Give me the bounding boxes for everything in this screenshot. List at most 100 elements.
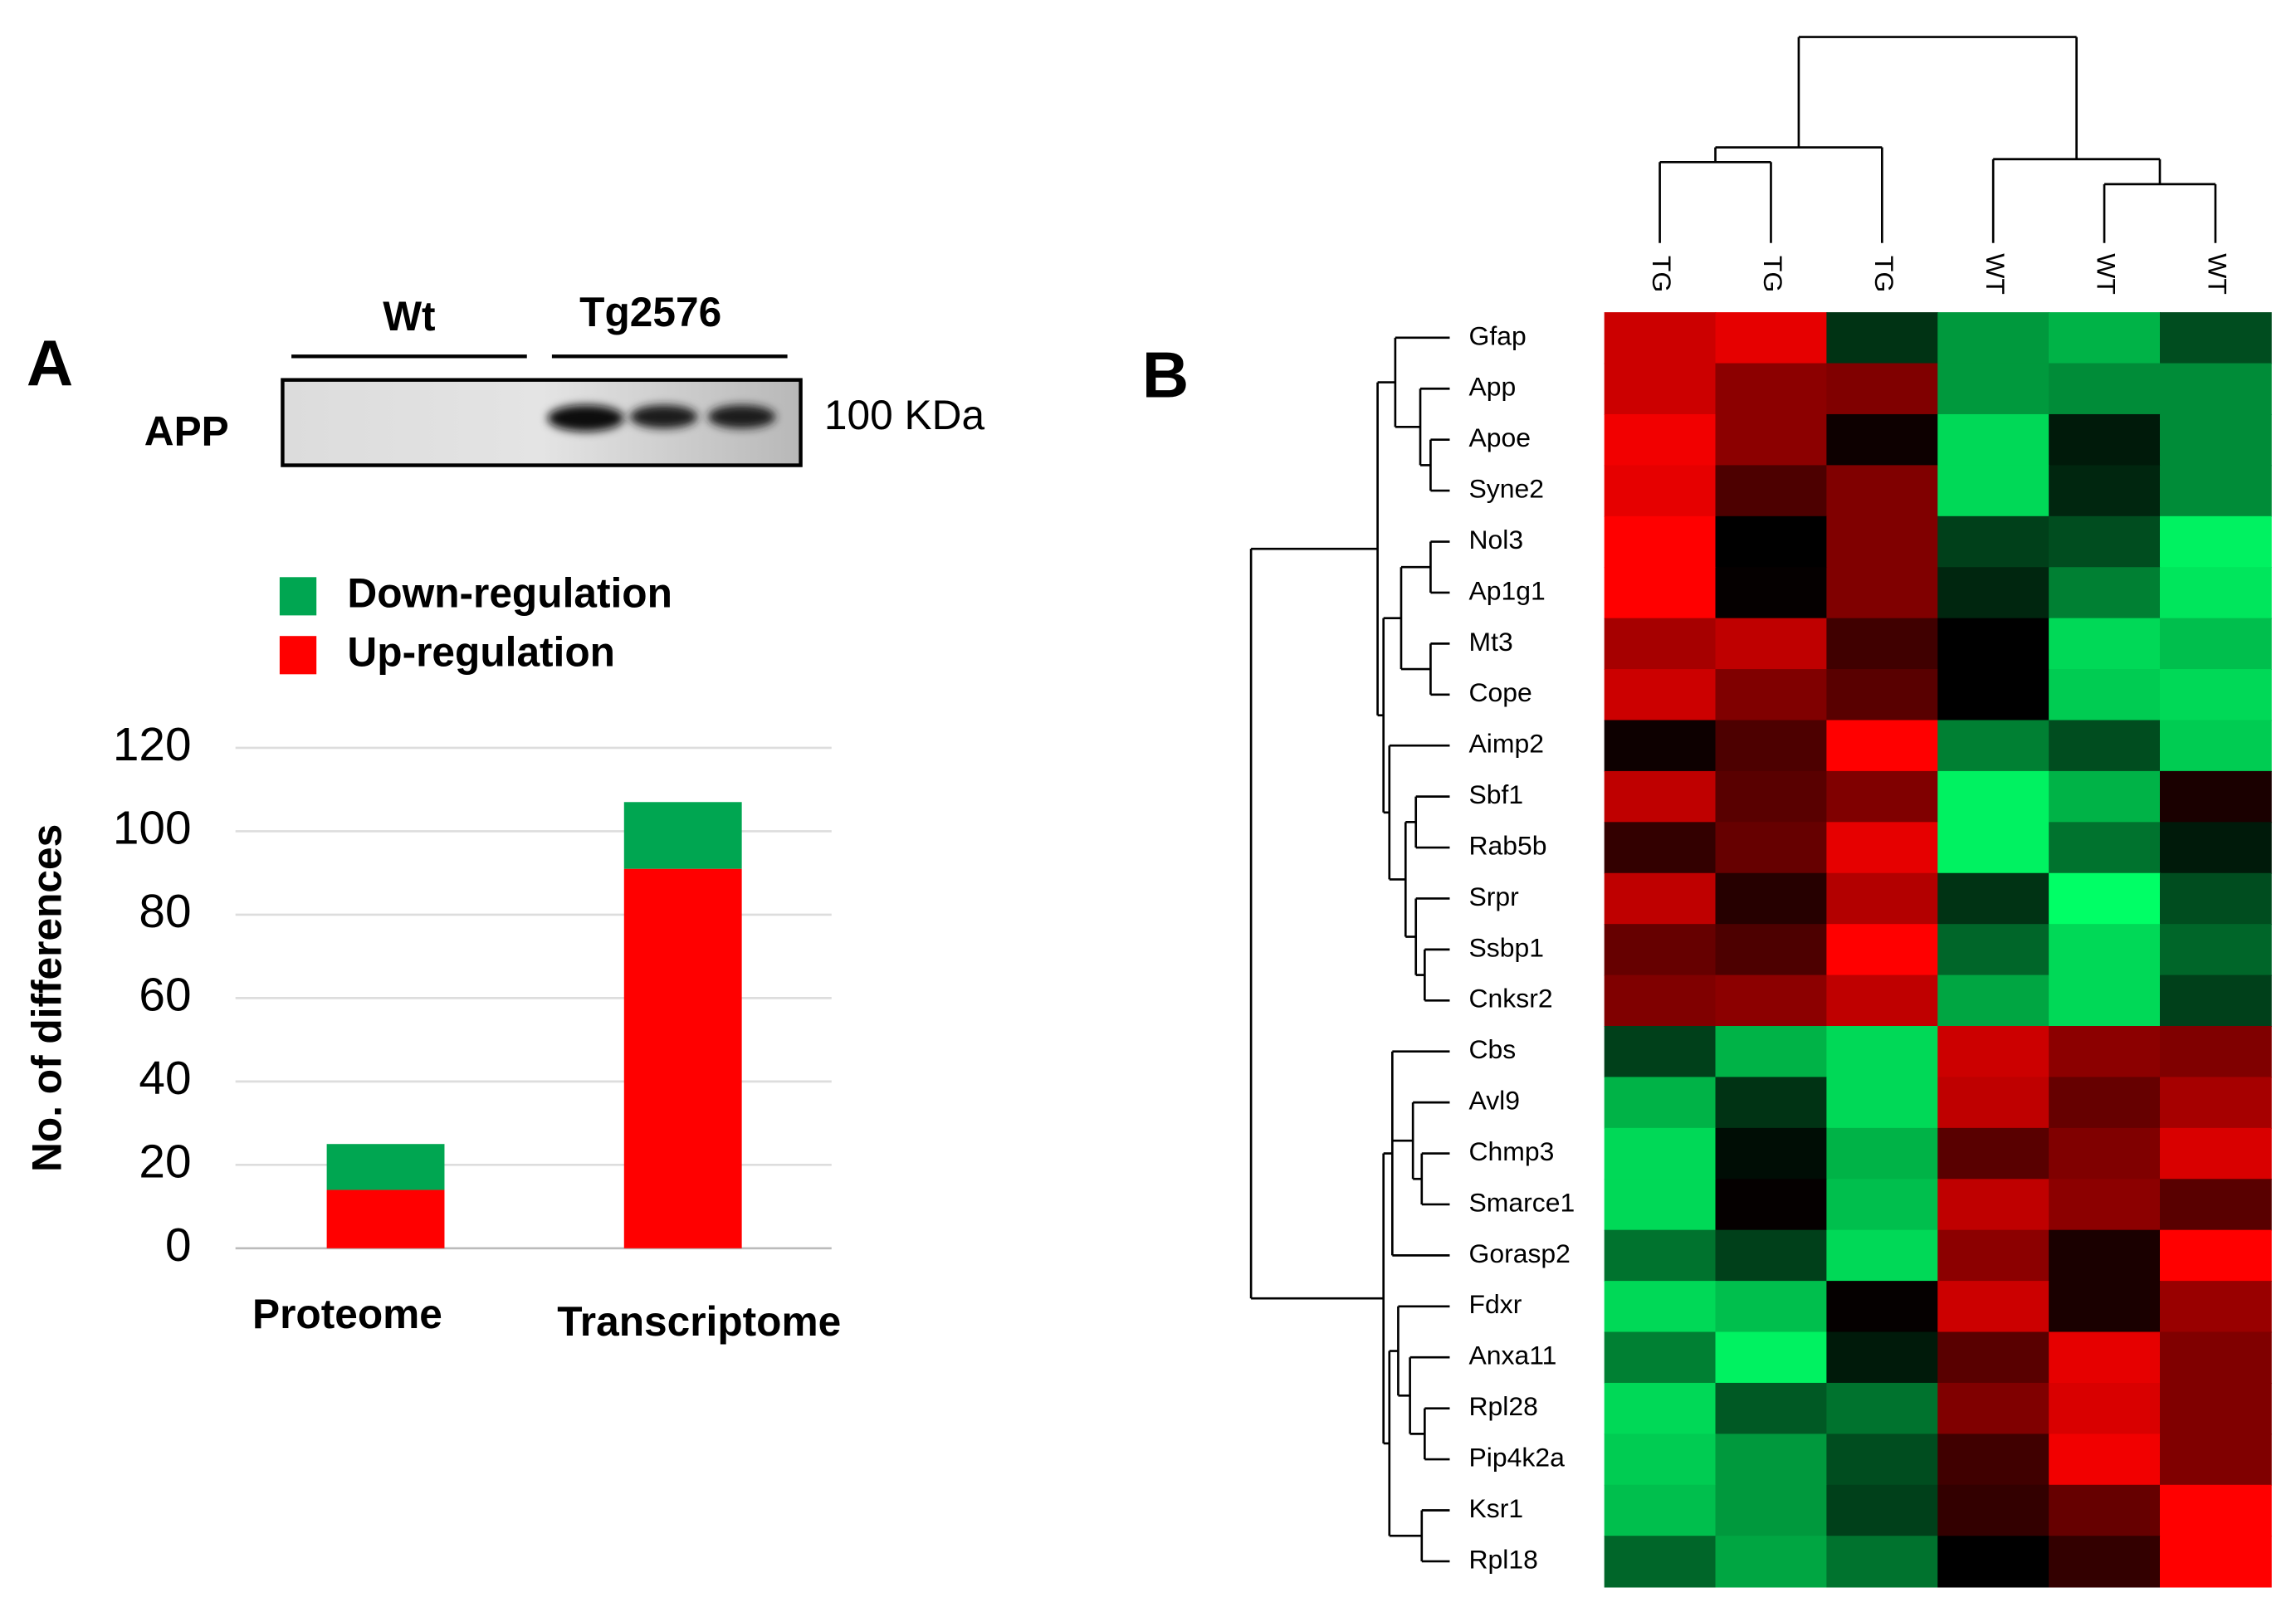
heatmap-cell <box>2159 515 2272 569</box>
heatmap-cell <box>1937 1331 2050 1384</box>
heatmap-cell <box>2049 1331 2161 1384</box>
row-label: Chmp3 <box>1469 1136 1555 1166</box>
heatmap-cell <box>1826 1382 1939 1435</box>
heatmap-cell <box>2049 924 2161 976</box>
y-tick-label: 40 <box>139 1053 191 1105</box>
heatmap-cell <box>1715 1281 1828 1333</box>
heatmap-cell <box>2049 872 2161 926</box>
heatmap-cell <box>2159 975 2272 1027</box>
heatmap-cell <box>1937 822 2050 874</box>
heatmap-cell <box>1604 822 1717 874</box>
heatmap-cell <box>1715 1331 1828 1384</box>
bar-segment <box>326 1189 445 1248</box>
heatmap-cell <box>1715 822 1828 874</box>
heatmap-cell <box>2159 1536 2272 1588</box>
heatmap-cell <box>1937 567 2050 619</box>
heatmap-cell <box>1937 1229 2050 1282</box>
heatmap-cell <box>1937 924 2050 976</box>
row-label: Aimp2 <box>1469 729 1544 759</box>
heatmap-cell <box>1715 924 1828 976</box>
heatmap-cell <box>2159 1127 2272 1180</box>
heatmap-cell <box>1937 669 2050 721</box>
heatmap-cell <box>2049 567 2161 619</box>
row-label: Rpl18 <box>1469 1544 1538 1574</box>
heatmap-cell <box>1937 413 2050 467</box>
heatmap-cell <box>2159 363 2272 415</box>
heatmap-cell <box>2049 1077 2161 1129</box>
heatmap-cell <box>1604 1536 1717 1588</box>
heatmap-cell <box>1715 465 1828 517</box>
heatmap-cell <box>1937 1026 2050 1078</box>
legend-swatch <box>279 636 317 675</box>
row-label: Apoe <box>1469 423 1531 452</box>
heatmap-cell <box>2159 1229 2272 1282</box>
heatmap-cell <box>1715 618 1828 670</box>
heatmap-cell <box>1937 720 2050 772</box>
heatmap-cell <box>1826 975 1939 1027</box>
heatmap-cell <box>2159 1434 2272 1486</box>
heatmap-cell <box>2159 872 2272 926</box>
heatmap-cell <box>1826 1127 1939 1180</box>
heatmap-cell <box>2049 618 2161 670</box>
heatmap-cell <box>1604 1382 1717 1435</box>
heatmap-cell <box>1715 567 1828 619</box>
x-tick-label: Transcriptome <box>557 1298 841 1345</box>
heatmap-cell <box>2159 413 2272 467</box>
heatmap-cell <box>1604 618 1717 670</box>
bar-chart: 0 20 40 60 80 100 120 No. of differences Proteom… <box>23 569 841 1345</box>
legend-label: Up-regulation <box>347 628 615 675</box>
heatmap-cell <box>1604 413 1717 467</box>
row-label: Ap1g1 <box>1469 575 1546 605</box>
row-label: Cope <box>1469 677 1532 707</box>
y-tick-label: 100 <box>113 802 192 854</box>
y-tick-label: 20 <box>139 1136 191 1188</box>
heatmap-cell <box>1604 975 1717 1027</box>
heatmap-cell <box>1937 1382 2050 1435</box>
heatmap-cell <box>2159 618 2272 670</box>
heatmap-cell <box>1604 669 1717 721</box>
heatmap-cell <box>2049 413 2161 467</box>
row-label: Nol3 <box>1469 525 1524 554</box>
heatmap-cell <box>2159 1331 2272 1384</box>
heatmap-cell <box>2159 1484 2272 1537</box>
column-label: WT <box>2092 253 2122 295</box>
heatmap-cell <box>1826 312 1939 364</box>
heatmap-cell <box>1604 1434 1717 1486</box>
row-label: Cnksr2 <box>1469 984 1553 1014</box>
heatmap-cell <box>1715 1229 1828 1282</box>
heatmap-cell <box>1604 872 1717 926</box>
bar-segment <box>623 802 742 869</box>
row-label: Gorasp2 <box>1469 1238 1571 1268</box>
heatmap-cell <box>1715 720 1828 772</box>
heatmap-cell <box>1715 1484 1828 1537</box>
heatmap-cell <box>1826 515 1939 569</box>
heatmap-cell <box>2049 822 2161 874</box>
heatmap-cell <box>1604 1281 1717 1333</box>
heatmap-cell <box>1826 567 1939 619</box>
heatmap-cell <box>1604 363 1717 415</box>
heatmap-cell <box>2049 312 2161 364</box>
heatmap-cell <box>1937 1077 2050 1129</box>
row-label: Srpr <box>1469 882 1520 911</box>
heatmap-cell <box>1715 1536 1828 1588</box>
row-label: Syne2 <box>1469 474 1544 504</box>
heatmap-cell <box>1715 872 1828 926</box>
heatmap-cell <box>2049 975 2161 1027</box>
heatmap-cell <box>2049 1484 2161 1537</box>
heatmap-cell <box>1937 312 2050 364</box>
heatmap-cell <box>1715 312 1828 364</box>
heatmap-cell <box>1604 1331 1717 1384</box>
heatmap-cell <box>2159 1382 2272 1435</box>
heatmap-cell <box>2159 822 2272 874</box>
heatmap-cell <box>1715 363 1828 415</box>
heatmap-cell <box>2159 465 2272 517</box>
row-label: Avl9 <box>1469 1086 1521 1116</box>
heatmap-cell <box>1715 1026 1828 1078</box>
heatmap-cell <box>2159 669 2272 721</box>
heatmap-cell <box>2159 924 2272 976</box>
heatmap-cell <box>2049 363 2161 415</box>
heatmap-cell <box>1715 413 1828 467</box>
group-label: Wt <box>383 293 435 339</box>
heatmap-cell <box>1826 872 1939 926</box>
